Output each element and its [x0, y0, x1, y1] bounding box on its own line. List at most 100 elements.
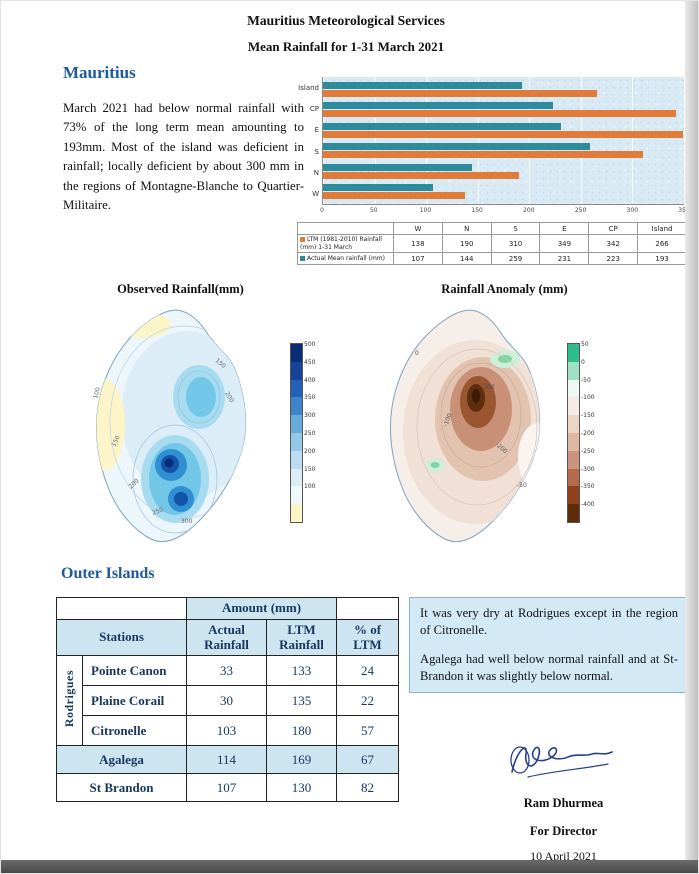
- colorbar-segment: 200: [291, 448, 315, 469]
- actual-legend-swatch: [300, 255, 305, 261]
- bar-group-e: [323, 120, 684, 141]
- chart-gridline: [477, 77, 479, 204]
- pct-ltm-header: % of LTM: [336, 619, 399, 656]
- colorbar-label: 450: [304, 358, 316, 366]
- chart-category-label: N: [313, 168, 319, 177]
- colorbar-segment: 500: [291, 341, 315, 362]
- colorbar-segment: -200: [568, 430, 595, 451]
- svg-text:-300: -300: [481, 384, 495, 391]
- anomaly-colorbar: 50 0 -50 -100 -150 -200 -250 -300 -350 -400: [567, 341, 595, 523]
- ltm-value: 190: [441, 234, 492, 253]
- chart-category-label: E: [314, 126, 319, 135]
- mauritius-paragraph: March 2021 had below normal rainfall wit…: [63, 101, 304, 213]
- ltm-value: 133: [266, 655, 337, 686]
- ltm-value: 266: [637, 234, 687, 253]
- blank-cell: [336, 597, 399, 620]
- table-row: Agalega 114 169 67: [56, 745, 399, 774]
- ltm-value: 349: [539, 234, 590, 253]
- bar-chart-ticks: 0 50 100 150 200 250 300 350: [320, 206, 690, 217]
- chart-gridline: [374, 77, 376, 204]
- table-row: St Brandon 107 130 82: [56, 773, 399, 802]
- colorbar-segment: 400: [291, 377, 315, 398]
- svg-text:200: 200: [223, 391, 235, 405]
- svg-text:-100: -100: [442, 412, 453, 427]
- chart-tick-label: 350: [678, 207, 690, 214]
- rainfall-bar-chart: Island CP E S N W 0 50 100 150 200 250 300 350: [297, 77, 690, 217]
- blank-cell: [56, 597, 187, 620]
- colorbar-label: -150: [581, 412, 595, 420]
- actual-value: 223: [588, 252, 639, 265]
- bar-group-island: [323, 79, 684, 100]
- summary-note-box: It was very dry at Rodrigues except in t…: [409, 597, 689, 693]
- table-row: Citronelle 103 180 57: [57, 715, 399, 746]
- chart-tick-label: 50: [369, 207, 378, 214]
- colorbar-segment: -400: [568, 501, 595, 522]
- colorbar-segment: -300: [568, 466, 595, 487]
- col-header: N: [441, 222, 492, 235]
- document-subtitle: Mean Rainfall for 1-31 March 2021: [247, 39, 445, 54]
- colorbar-segment: 250: [291, 430, 315, 451]
- bar-ltm-w: [323, 192, 466, 200]
- bar-ltm-n: [323, 171, 519, 179]
- rainfall-table-header-row: W N S E CP Island: [297, 222, 687, 235]
- svg-text:100: 100: [92, 386, 102, 399]
- actual-value: 30: [186, 685, 267, 716]
- actual-rainfall-header: Actual Rainfall: [186, 619, 267, 656]
- station-name: Agalega: [56, 745, 187, 774]
- chart-category-label: W: [312, 190, 319, 199]
- anomaly-contour-fills: [403, 340, 540, 524]
- col-header: CP: [588, 222, 639, 235]
- ltm-value: 342: [588, 234, 639, 253]
- bar-chart-plot: [322, 77, 685, 205]
- colorbar-label: 350: [304, 394, 316, 402]
- chart-category-label: Island: [298, 83, 319, 92]
- mauritius-heading: Mauritius: [63, 63, 136, 82]
- outer-islands-heading: Outer Islands: [61, 565, 155, 582]
- scan-edge-right: [685, 1, 698, 873]
- chart-category-label: S: [314, 147, 319, 156]
- colorbar-segment: -150: [568, 412, 595, 433]
- signatory-role: For Director: [529, 824, 598, 838]
- bar-actual-island: [323, 81, 523, 89]
- station-name: Plaine Corail: [82, 685, 187, 716]
- pct-value: 82: [336, 773, 399, 802]
- station-name: Citronelle: [82, 715, 187, 746]
- actual-value: 231: [539, 252, 590, 265]
- actual-row: Actual Mean rainfall (mm) 107 144 259 23…: [297, 252, 687, 265]
- actual-value: 107: [186, 773, 267, 802]
- colorbar-segment: -50: [568, 377, 591, 398]
- anomaly-map-title: Rainfall Anomaly (mm): [441, 282, 568, 296]
- svg-text:150: 150: [110, 434, 121, 448]
- svg-text:0: 0: [415, 350, 419, 357]
- chart-tick-label: 150: [471, 207, 483, 214]
- colorbar-segment: -350: [568, 483, 595, 505]
- column-header-row: Stations Actual Rainfall LTM Rainfall % …: [56, 619, 399, 656]
- bar-group-n: [323, 161, 684, 182]
- table-row: Plaine Corail 30 135 22: [57, 685, 399, 716]
- colorbar-label: -200: [581, 429, 595, 437]
- colorbar-segment: -250: [568, 448, 595, 469]
- chart-gridline: [323, 77, 324, 204]
- colorbar-label: 300: [304, 412, 316, 420]
- actual-value: 193: [637, 252, 687, 265]
- bar-group-s: [323, 141, 684, 162]
- colorbar-segment: 350: [291, 394, 315, 416]
- chart-gridline: [529, 77, 531, 204]
- chart-tick-label: 0: [320, 207, 324, 214]
- actual-value: 144: [441, 252, 492, 265]
- chart-tick-label: 250: [574, 207, 587, 214]
- actual-value: 107: [393, 252, 443, 265]
- anomaly-map: 0 -50 -100 -200 -300: [390, 309, 541, 543]
- pct-value: 57: [336, 715, 399, 746]
- rodrigues-group-cell: Rodrigues: [56, 655, 83, 746]
- bar-actual-s: [323, 143, 591, 151]
- bar-actual-w: [323, 184, 434, 192]
- colorbar-segment: 50: [568, 341, 589, 362]
- colorbar-segment: 100: [291, 483, 315, 505]
- col-header: Island: [637, 222, 687, 235]
- ltm-value: 180: [266, 715, 337, 746]
- rainfall-table-corner-cell: [297, 222, 394, 235]
- colorbar-segment: [291, 504, 302, 522]
- signatory-name: Ram Dhurmea: [523, 796, 604, 810]
- ltm-value: 310: [490, 234, 541, 253]
